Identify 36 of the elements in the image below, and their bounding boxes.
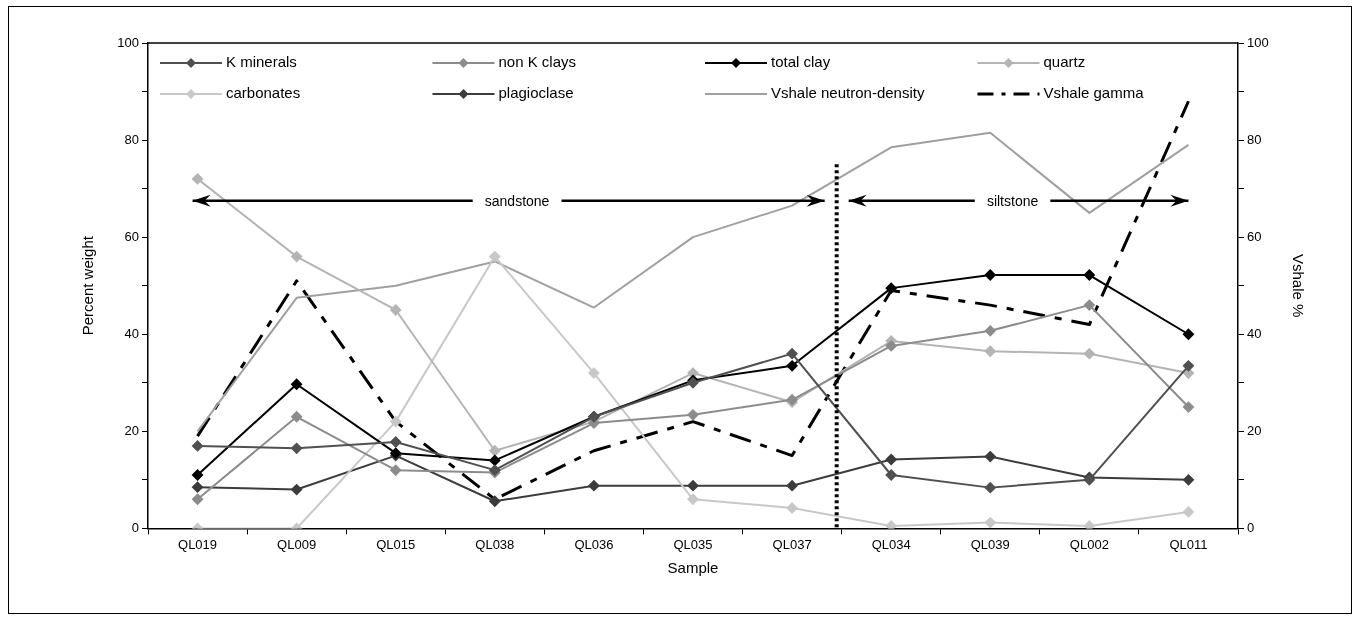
y-axis-title: Percent weight: [79, 235, 97, 336]
y2-tick-label: 0: [1247, 519, 1255, 535]
y-tick-label: 0: [131, 519, 139, 535]
x-axis-title: Sample: [667, 559, 719, 577]
y-tick-label: 20: [124, 422, 139, 438]
legend-label: K minerals: [226, 53, 297, 71]
y2-tick-label: 60: [1247, 228, 1262, 244]
legend-label: carbonates: [226, 84, 301, 102]
x-tick-label: QL019: [178, 536, 218, 552]
annotation: sandstone: [484, 192, 550, 209]
legend-label: plagioclase: [498, 84, 574, 102]
x-tick-label: QL039: [970, 536, 1010, 552]
x-tick-label: QL035: [673, 536, 713, 552]
legend-label: Vshale gamma: [1043, 84, 1145, 102]
x-tick-label: QL011: [1169, 536, 1208, 552]
y-tick-label: 40: [124, 325, 139, 341]
legend-label: total clay: [771, 53, 831, 71]
y-tick-label: 80: [124, 131, 139, 147]
legend-label: quartz: [1043, 53, 1086, 71]
legend-label: non K clays: [498, 53, 577, 71]
x-tick-label: QL038: [475, 536, 515, 552]
x-tick-label: QL037: [772, 536, 812, 552]
annotation: siltstone: [986, 192, 1039, 209]
x-tick-label: QL036: [574, 536, 614, 552]
x-tick-label: QL009: [277, 536, 317, 552]
x-tick-label: QL002: [1069, 536, 1109, 552]
y-tick-label: 60: [124, 228, 139, 244]
y2-tick-label: 40: [1247, 325, 1262, 341]
y2-tick-label: 100: [1247, 34, 1269, 50]
y2-tick-label: 80: [1247, 131, 1262, 147]
y2-axis-title: Vshale %: [1289, 254, 1307, 318]
legend-label: Vshale neutron-density: [771, 84, 925, 102]
x-tick-label: QL034: [871, 536, 911, 552]
y-tick-label: 100: [117, 34, 139, 50]
x-tick-label: QL015: [376, 536, 416, 552]
y2-tick-label: 20: [1247, 422, 1262, 438]
